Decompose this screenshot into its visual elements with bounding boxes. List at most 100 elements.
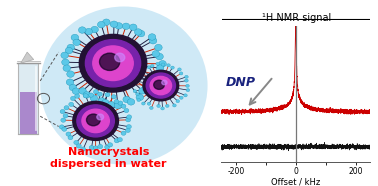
Circle shape xyxy=(81,147,86,151)
Circle shape xyxy=(76,144,81,148)
Circle shape xyxy=(133,90,137,93)
Circle shape xyxy=(83,94,88,98)
Text: DNP: DNP xyxy=(226,76,256,89)
Circle shape xyxy=(93,146,98,150)
Circle shape xyxy=(102,19,110,25)
Circle shape xyxy=(139,88,146,94)
Circle shape xyxy=(184,79,188,82)
Circle shape xyxy=(161,107,164,110)
Circle shape xyxy=(98,92,102,96)
Circle shape xyxy=(152,72,160,78)
Circle shape xyxy=(89,145,94,150)
Circle shape xyxy=(79,88,86,94)
Circle shape xyxy=(66,79,74,85)
Circle shape xyxy=(69,84,77,91)
Circle shape xyxy=(121,104,126,108)
Circle shape xyxy=(142,85,150,92)
Ellipse shape xyxy=(40,7,208,165)
Circle shape xyxy=(127,115,132,119)
Polygon shape xyxy=(19,63,38,134)
Circle shape xyxy=(186,89,190,92)
Circle shape xyxy=(141,102,145,105)
Circle shape xyxy=(111,95,116,99)
Circle shape xyxy=(71,34,79,41)
Circle shape xyxy=(85,40,141,87)
Circle shape xyxy=(90,95,98,101)
Circle shape xyxy=(97,114,104,120)
Circle shape xyxy=(110,21,118,28)
Circle shape xyxy=(98,144,103,149)
Circle shape xyxy=(180,96,183,99)
Circle shape xyxy=(126,125,132,129)
Circle shape xyxy=(63,65,71,71)
Circle shape xyxy=(99,53,120,70)
Circle shape xyxy=(67,71,74,77)
Circle shape xyxy=(66,132,71,136)
Circle shape xyxy=(115,53,125,62)
Circle shape xyxy=(131,83,135,86)
Circle shape xyxy=(67,44,74,51)
Circle shape xyxy=(161,63,165,66)
Circle shape xyxy=(150,64,154,68)
Circle shape xyxy=(71,96,76,101)
Circle shape xyxy=(79,27,86,33)
Circle shape xyxy=(69,102,74,107)
Circle shape xyxy=(102,100,109,106)
Circle shape xyxy=(149,38,157,44)
Circle shape xyxy=(91,26,98,33)
Circle shape xyxy=(156,65,164,71)
Circle shape xyxy=(115,23,122,29)
Circle shape xyxy=(150,76,172,95)
Circle shape xyxy=(121,131,126,135)
Polygon shape xyxy=(20,92,37,134)
Circle shape xyxy=(79,34,147,92)
Circle shape xyxy=(83,92,91,98)
Polygon shape xyxy=(21,52,34,63)
Circle shape xyxy=(137,98,141,102)
Text: ¹H NMR signal: ¹H NMR signal xyxy=(262,13,332,23)
Circle shape xyxy=(135,29,142,35)
Circle shape xyxy=(107,102,115,108)
Circle shape xyxy=(82,109,109,133)
Circle shape xyxy=(74,140,79,145)
Circle shape xyxy=(65,47,73,54)
Circle shape xyxy=(73,101,118,140)
Circle shape xyxy=(105,93,110,97)
Circle shape xyxy=(98,21,105,28)
Circle shape xyxy=(61,118,66,122)
Circle shape xyxy=(63,114,68,118)
Circle shape xyxy=(62,59,69,65)
Circle shape xyxy=(77,105,115,137)
Circle shape xyxy=(93,46,133,81)
Circle shape xyxy=(122,23,130,30)
Circle shape xyxy=(138,70,141,73)
Circle shape xyxy=(139,67,143,70)
Circle shape xyxy=(127,99,135,105)
Circle shape xyxy=(73,39,81,46)
Circle shape xyxy=(170,66,174,69)
Circle shape xyxy=(167,64,170,67)
Circle shape xyxy=(148,34,156,40)
Circle shape xyxy=(150,106,153,110)
Circle shape xyxy=(186,84,189,87)
Circle shape xyxy=(125,128,130,133)
Circle shape xyxy=(93,90,98,94)
Circle shape xyxy=(150,81,158,87)
Circle shape xyxy=(147,66,151,69)
Circle shape xyxy=(114,139,119,143)
Circle shape xyxy=(135,80,138,83)
Circle shape xyxy=(114,102,122,109)
Circle shape xyxy=(85,28,93,35)
Circle shape xyxy=(157,104,160,108)
Circle shape xyxy=(173,104,176,107)
Circle shape xyxy=(75,94,80,98)
Circle shape xyxy=(184,75,188,78)
Circle shape xyxy=(126,118,131,122)
Circle shape xyxy=(64,106,69,110)
Circle shape xyxy=(184,94,187,97)
Circle shape xyxy=(60,109,65,114)
Circle shape xyxy=(152,51,160,57)
Circle shape xyxy=(136,92,139,96)
Circle shape xyxy=(105,145,110,149)
Circle shape xyxy=(108,143,113,147)
